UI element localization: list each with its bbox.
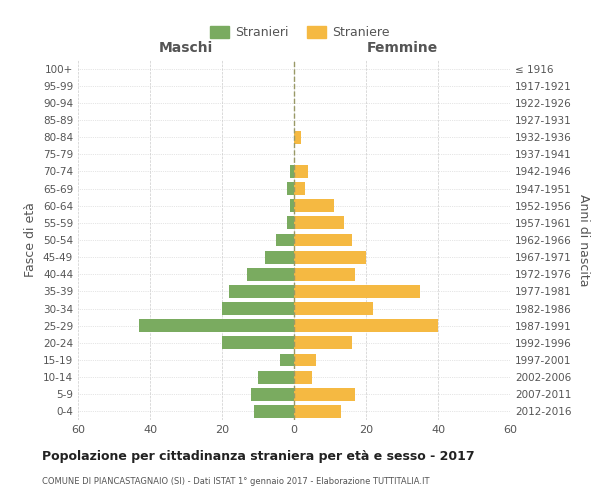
Bar: [294, 250, 366, 264]
Bar: [254, 405, 294, 418]
Bar: [222, 336, 294, 349]
Bar: [294, 234, 352, 246]
Bar: [294, 285, 420, 298]
Bar: [294, 302, 373, 315]
Legend: Stranieri, Straniere: Stranieri, Straniere: [205, 21, 395, 44]
Bar: [294, 336, 352, 349]
Bar: [139, 320, 294, 332]
Bar: [294, 370, 312, 384]
Bar: [294, 388, 355, 400]
Bar: [290, 200, 294, 212]
Bar: [294, 405, 341, 418]
Bar: [294, 130, 301, 143]
Text: Femmine: Femmine: [367, 41, 437, 55]
Bar: [251, 388, 294, 400]
Bar: [280, 354, 294, 366]
Bar: [287, 216, 294, 230]
Bar: [294, 320, 438, 332]
Text: Maschi: Maschi: [159, 41, 213, 55]
Text: Popolazione per cittadinanza straniera per età e sesso - 2017: Popolazione per cittadinanza straniera p…: [42, 450, 475, 463]
Bar: [294, 200, 334, 212]
Bar: [265, 250, 294, 264]
Bar: [294, 354, 316, 366]
Bar: [247, 268, 294, 280]
Bar: [287, 182, 294, 195]
Bar: [229, 285, 294, 298]
Bar: [276, 234, 294, 246]
Bar: [222, 302, 294, 315]
Y-axis label: Fasce di età: Fasce di età: [25, 202, 37, 278]
Bar: [294, 165, 308, 178]
Bar: [294, 216, 344, 230]
Bar: [294, 182, 305, 195]
Bar: [290, 165, 294, 178]
Bar: [294, 268, 355, 280]
Text: COMUNE DI PIANCASTAGNAIO (SI) - Dati ISTAT 1° gennaio 2017 - Elaborazione TUTTIT: COMUNE DI PIANCASTAGNAIO (SI) - Dati IST…: [42, 478, 430, 486]
Bar: [258, 370, 294, 384]
Y-axis label: Anni di nascita: Anni di nascita: [577, 194, 590, 286]
